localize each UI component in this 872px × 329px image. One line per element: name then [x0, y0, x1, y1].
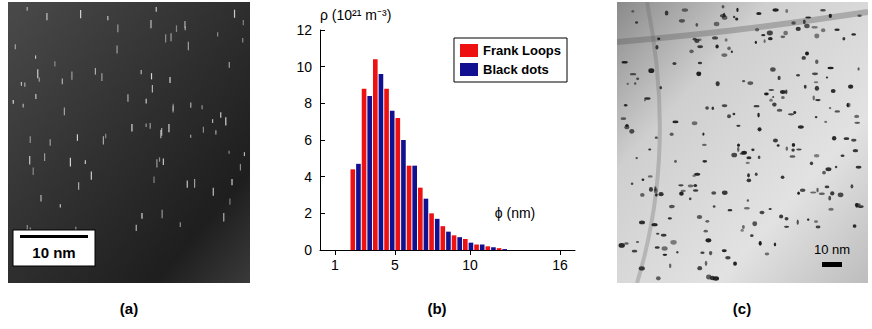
- html-text:(b): (b): [427, 300, 447, 317]
- svg-text:10: 10: [296, 59, 312, 75]
- svg-text:Frank Loops: Frank Loops: [483, 43, 561, 58]
- svg-text:10: 10: [462, 257, 478, 273]
- svg-text:12: 12: [296, 22, 312, 38]
- svg-text:ϕ (nm): ϕ (nm): [495, 205, 536, 221]
- svg-text:1: 1: [331, 257, 339, 273]
- svg-text:0: 0: [304, 242, 312, 258]
- svg-text:16: 16: [552, 257, 568, 273]
- html-text:(c): (c): [732, 300, 752, 317]
- svg-text:6: 6: [304, 132, 312, 148]
- svg-text:10 nm: 10 nm: [32, 244, 75, 261]
- svg-text:5: 5: [391, 257, 399, 273]
- svg-text:4: 4: [304, 169, 312, 185]
- svg-text:10 nm: 10 nm: [814, 242, 850, 257]
- svg-text:8: 8: [304, 95, 312, 111]
- svg-text:2: 2: [304, 205, 312, 221]
- html-text:(a): (a): [119, 300, 139, 317]
- svg-text:Black dots: Black dots: [483, 62, 549, 77]
- svg-text:ρ (10²¹ m⁻³): ρ (10²¹ m⁻³): [320, 7, 391, 23]
